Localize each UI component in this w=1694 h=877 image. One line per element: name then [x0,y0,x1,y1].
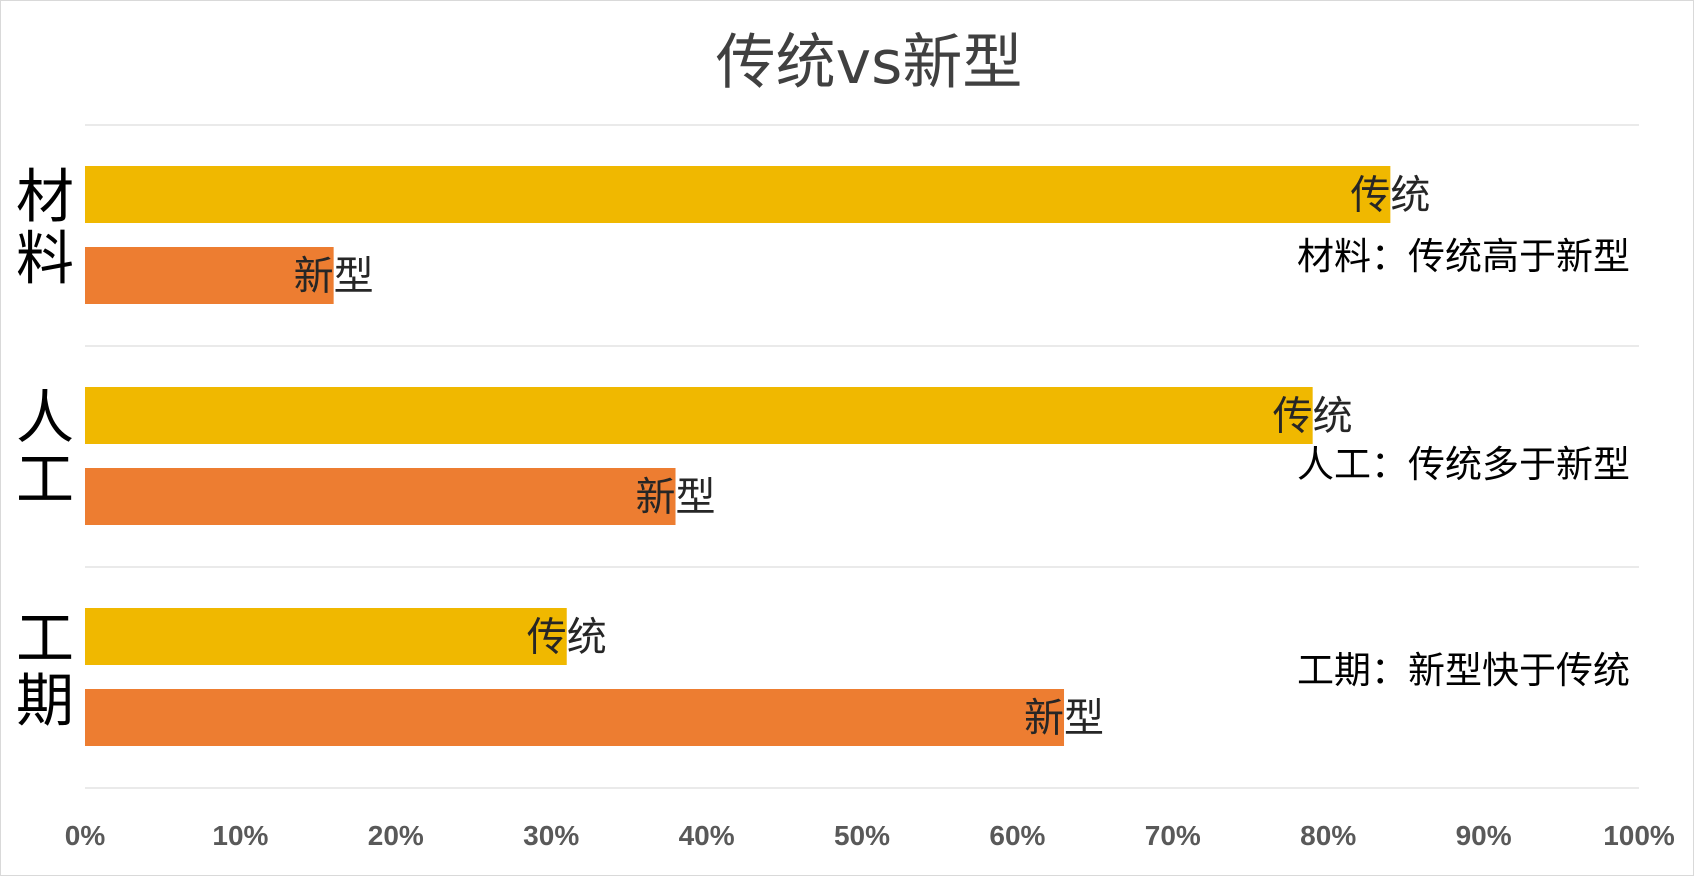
bar [85,247,334,304]
chart-title: 传统vs新型 [716,28,1023,98]
category-label: 人 [16,384,74,452]
category-label: 工 [16,446,74,514]
bar [85,166,1391,223]
bar [85,387,1313,444]
bar [85,689,1065,746]
x-tick-label: 70% [1145,820,1201,851]
x-tick-label: 100% [1603,820,1675,851]
x-tick-label: 0% [65,820,106,851]
x-tick-label: 30% [523,820,579,851]
category-label: 料 [16,225,74,293]
bar-label: 传统 [527,615,607,661]
bar-label: 传统 [1350,173,1430,219]
bar-label: 新型 [636,475,716,521]
x-tick-label: 90% [1456,820,1512,851]
x-tick-label: 50% [834,820,890,851]
x-tick-label: 60% [989,820,1045,851]
x-tick-label: 10% [212,820,268,851]
category-label: 期 [16,667,74,735]
bar-label: 传统 [1273,394,1353,440]
x-tick-label: 20% [368,820,424,851]
x-tick-label: 80% [1300,820,1356,851]
bars [85,166,1391,746]
bar-label: 新型 [294,254,374,300]
gridlines [85,124,1639,789]
annotation-text: 人工：传统多于新型 [1297,443,1630,486]
x-axis-ticks: 0% 10% 20% 30% 40% 50% 60% 70% 80% 90% 100% [65,820,1675,851]
bar [85,608,567,665]
category-label: 工 [16,605,74,673]
x-tick-label: 40% [679,820,735,851]
bar-label: 新型 [1024,696,1104,742]
annotation-text: 材料：传统高于新型 [1297,235,1630,278]
bar [85,468,676,525]
annotation-text: 工期：新型快于传统 [1297,649,1630,692]
category-label: 材 [16,163,74,231]
